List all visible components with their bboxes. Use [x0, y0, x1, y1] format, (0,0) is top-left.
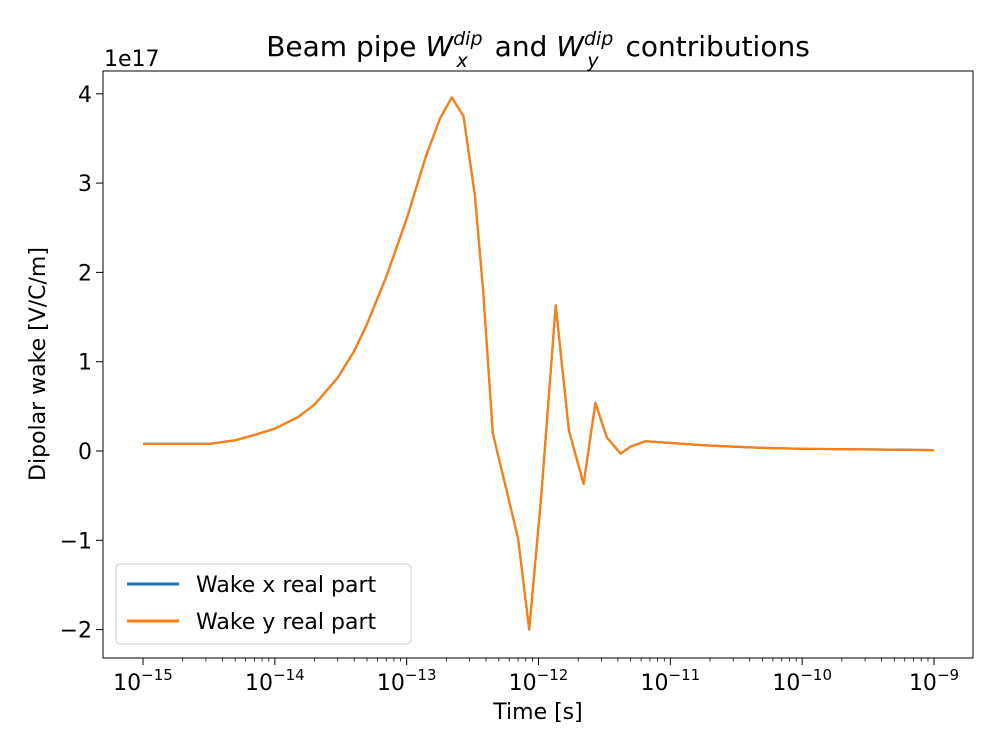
- y-axis-label: Dipolar wake [V/C/m]: [26, 247, 51, 481]
- title-wx-sup: dip: [453, 28, 482, 50]
- title-wy-sup: dip: [584, 28, 613, 50]
- x-axis: 10−15 10−14 10−13 10−12 10−11 10−10 10−9: [113, 658, 959, 696]
- title-wx-base: W: [425, 30, 454, 63]
- series-line-wake-y: [143, 96, 935, 631]
- series-layer: [143, 96, 935, 631]
- legend-box: [115, 563, 412, 645]
- x-tick-label: 10−9: [909, 666, 959, 696]
- chart-title: Beam pipe Wdip x and Wdip y contributions: [266, 28, 810, 72]
- title-wx-sub: x: [456, 50, 469, 72]
- x-tick-label: 10−15: [113, 666, 173, 696]
- legend-label-y: Wake y real part: [196, 610, 376, 635]
- y-tick-label: 0: [78, 440, 92, 465]
- x-tick-label: 10−11: [641, 666, 701, 696]
- legend: Wake x real part Wake y real part: [115, 563, 412, 645]
- series-line-wake-x: [143, 96, 935, 631]
- y-tick-label: −1: [60, 529, 92, 554]
- x-tick-label: 10−10: [772, 666, 832, 696]
- title-wy-base: W: [556, 30, 585, 63]
- y-tick-label: 3: [78, 172, 92, 197]
- title-wy-sub: y: [586, 50, 599, 72]
- x-tick-label: 10−14: [245, 666, 305, 696]
- title-prefix: Beam pipe: [266, 30, 425, 63]
- y-offset-label: 1e17: [104, 47, 160, 72]
- y-tick-label: 4: [78, 83, 92, 108]
- title-middle: and: [486, 30, 556, 63]
- x-tick-label: 10−12: [509, 666, 569, 696]
- y-tick-label: 1: [78, 351, 92, 376]
- y-tick-label: −2: [60, 619, 92, 644]
- title-suffix: contributions: [617, 30, 810, 63]
- y-tick-label: 2: [78, 261, 92, 286]
- x-axis-label: Time [s]: [492, 700, 582, 725]
- x-tick-label: 10−13: [377, 666, 437, 696]
- legend-label-x: Wake x real part: [196, 573, 376, 598]
- y-axis: 4 3 2 1 0 −1 −2: [60, 83, 103, 644]
